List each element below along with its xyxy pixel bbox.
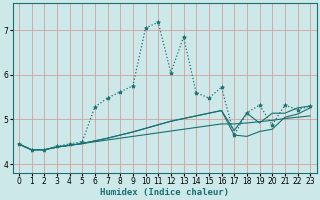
X-axis label: Humidex (Indice chaleur): Humidex (Indice chaleur) — [100, 188, 229, 197]
